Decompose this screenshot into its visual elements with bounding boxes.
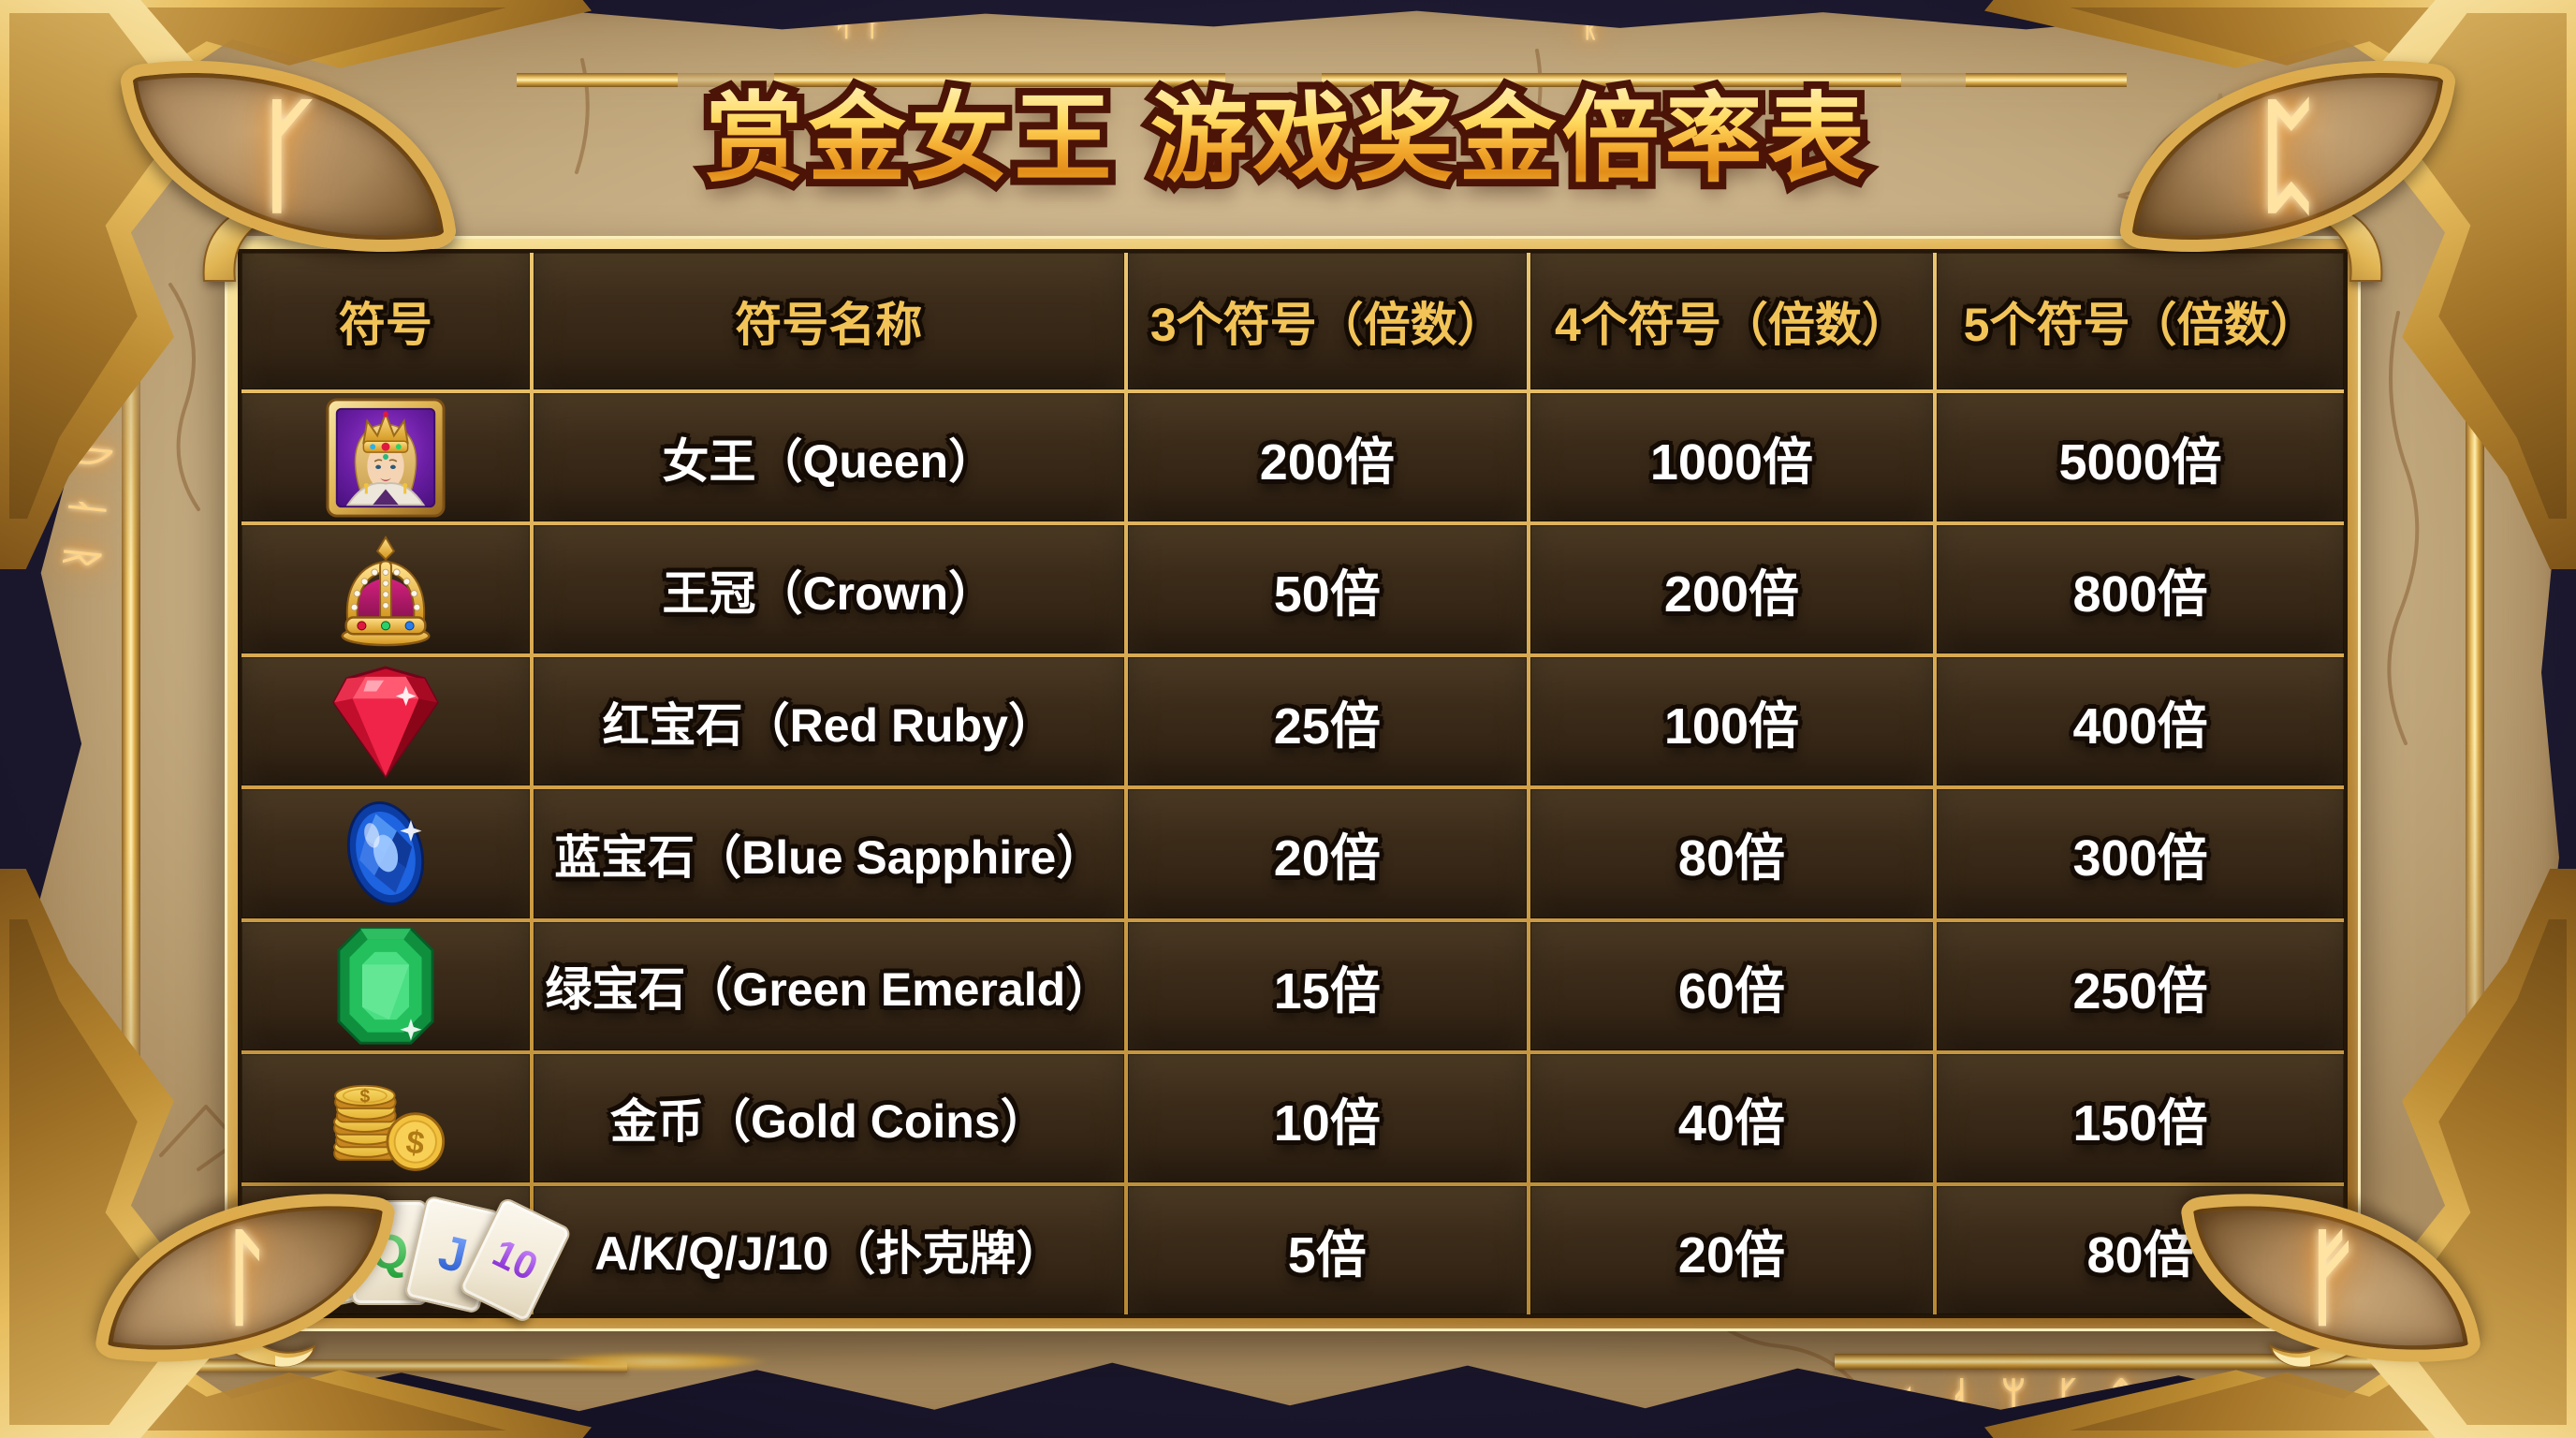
symbol-cell-queen xyxy=(242,393,530,522)
edge-runes-bottom-icon: ᚲᚮᛘᚴᛏ xyxy=(1893,1372,2163,1423)
multiplier-4-cell: 60倍 xyxy=(1530,921,1934,1050)
gold-trim-right xyxy=(2466,238,2484,1062)
edge-runes-right-lower-icon: ᚴᛁ xyxy=(2492,1052,2535,1142)
paytable-grid: 符号 符号名称 3个符号（倍数） 4个符号（倍数） 5个符号（倍数） xyxy=(206,249,2348,1325)
multiplier-4-cell: 100倍 xyxy=(1530,657,1934,786)
edge-runes-top-right-icon: ᚱ xyxy=(1582,11,1599,44)
blue-sapphire-symbol-icon xyxy=(346,800,424,906)
red-ruby-symbol-icon xyxy=(332,666,439,779)
symbol-cell-red-ruby xyxy=(242,657,530,786)
multiplier-4-cell: 20倍 xyxy=(1530,1185,1934,1314)
gold-trim-glow xyxy=(545,1352,769,1371)
gold-trim-bottom-right xyxy=(1835,1354,2490,1370)
table-flourish-bottom-right xyxy=(2269,1285,2383,1368)
multiplier-4-cell: 1000倍 xyxy=(1530,393,1934,522)
multiplier-3-cell: 25倍 xyxy=(1127,657,1527,786)
queen-symbol-icon xyxy=(326,398,446,518)
multiplier-4-cell: 40倍 xyxy=(1530,1053,1934,1182)
name-cell: A/K/Q/J/10（扑克牌） xyxy=(533,1185,1124,1314)
header-4-symbols: 4个符号（倍数） xyxy=(1530,253,1934,389)
name-cell: 王冠（Crown） xyxy=(533,525,1124,654)
green-emerald-symbol-icon xyxy=(337,927,434,1045)
table-flourish-top-right xyxy=(2269,199,2383,282)
multiplier-3-cell: 20倍 xyxy=(1127,789,1527,918)
gold-trim-top xyxy=(517,73,2127,87)
multiplier-4-cell: 200倍 xyxy=(1530,525,1934,654)
header-3-symbols: 3个符号（倍数） xyxy=(1127,253,1527,389)
multiplier-3-cell: 15倍 xyxy=(1127,921,1527,1050)
multiplier-3-cell: 50倍 xyxy=(1127,525,1527,654)
page-title: 赏金女王 游戏奖金倍率表 赏金女王 游戏奖金倍率表 xyxy=(0,78,2576,204)
name-cell: 绿宝石（Green Emerald） xyxy=(533,921,1124,1050)
table-flourish-top-left xyxy=(202,199,316,282)
edge-runes-right-upper-icon: ᛘᛉᚱ xyxy=(2488,331,2531,466)
crown-symbol-icon xyxy=(341,535,431,646)
name-cell: 红宝石（Red Ruby） xyxy=(533,657,1124,786)
gold-trim-left xyxy=(122,360,140,1108)
multiplier-3-cell: 5倍 xyxy=(1127,1185,1527,1314)
svg-text:$: $ xyxy=(359,1087,370,1107)
multiplier-3-cell: 200倍 xyxy=(1127,393,1527,522)
symbol-cell-blue-sapphire xyxy=(242,789,530,918)
header-symbol-name: 符号名称 xyxy=(533,253,1124,389)
name-cell: 金币（Gold Coins） xyxy=(533,1053,1124,1182)
multiplier-5-cell: 150倍 xyxy=(1937,1053,2344,1182)
symbol-cell-gold-coins: $ $ xyxy=(242,1053,530,1182)
multiplier-5-cell: 400倍 xyxy=(1937,657,2344,786)
multiplier-5-cell: 300倍 xyxy=(1937,789,2344,918)
symbol-cell-crown xyxy=(242,525,530,654)
multiplier-4-cell: 80倍 xyxy=(1530,789,1934,918)
name-cell: 女王（Queen） xyxy=(533,393,1124,522)
multiplier-5-cell: 800倍 xyxy=(1937,525,2344,654)
name-cell: 蓝宝石（Blue Sapphire） xyxy=(533,789,1124,918)
multiplier-3-cell: 10倍 xyxy=(1127,1053,1527,1182)
table-flourish-bottom-left xyxy=(202,1285,316,1368)
multiplier-5-cell: 250倍 xyxy=(1937,921,2344,1050)
gold-coins-symbol-icon: $ $ xyxy=(333,1085,445,1172)
multiplier-5-cell: 5000倍 xyxy=(1937,393,2344,522)
paytable: 符号 符号名称 3个符号（倍数） 4个符号（倍数） 5个符号（倍数） xyxy=(202,199,2383,1368)
symbol-cell-green-emerald xyxy=(242,921,530,1050)
edge-runes-top-left-icon: ᛋᚡ xyxy=(833,6,898,43)
